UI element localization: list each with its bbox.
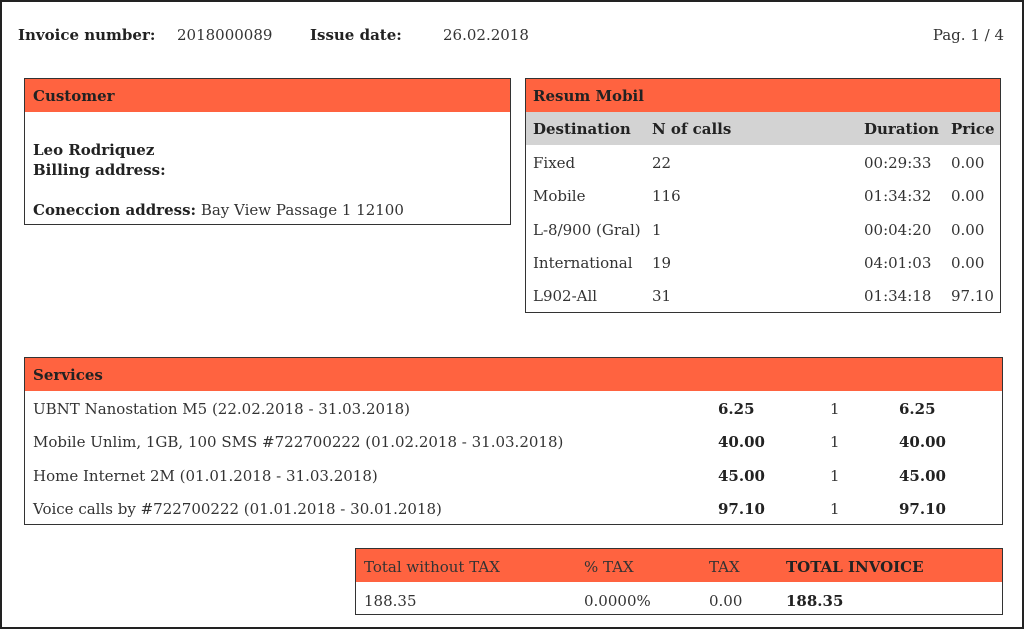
cell: 00:04:20: [864, 220, 932, 239]
column-header: TAX: [709, 558, 740, 576]
cell: 01:34:18: [864, 287, 932, 306]
column-header: TOTAL INVOICE: [786, 558, 924, 576]
cell: UBNT Nanostation M5 (22.02.2018 - 31.03.…: [33, 400, 411, 418]
cell: 1: [830, 466, 840, 485]
box-header: [526, 79, 1000, 112]
page-number: Pag. 1 / 4: [932, 26, 1004, 44]
column-header: Total without TAX: [364, 558, 500, 576]
cell: 188.35: [786, 592, 844, 610]
column-header: Destination: [533, 120, 631, 138]
cell: Mobile Unlim, 1GB, 100 SMS #722700222 (0…: [33, 433, 564, 452]
label: Issue date:: [310, 26, 402, 44]
cell: 97.10: [951, 287, 994, 306]
cell: 97.10: [718, 499, 765, 518]
cell: 40.00: [899, 433, 946, 452]
services-box: Services UBNT Nanostation M5 (22.02.2018…: [24, 357, 1003, 525]
customer-name: Leo Rodriquez: [33, 141, 155, 159]
cell: 0.0000%: [584, 592, 651, 610]
cell: L902-All: [533, 287, 598, 306]
address-line: Coneccion address: Bay View Passage 1 12…: [33, 201, 404, 219]
box-title: Customer: [33, 87, 115, 105]
column-header: N of calls: [652, 120, 732, 138]
cell: International: [533, 253, 633, 272]
box-header: [25, 358, 1002, 391]
cell: Voice calls by #722700222 (01.01.2018 - …: [33, 499, 442, 518]
box-header: [25, 79, 510, 112]
box-header: [356, 549, 1002, 582]
cell: 19: [652, 253, 672, 272]
column-header: Duration: [864, 120, 940, 138]
totals-box: Total without TAX % TAX TAX TOTAL INVOICE 18…: [355, 548, 1003, 615]
cell: 22: [652, 154, 672, 172]
cell: 0.00: [709, 592, 743, 610]
value: 26.02.2018: [443, 26, 529, 44]
cell: 1: [830, 400, 840, 418]
box-title: Resum Mobil: [533, 87, 644, 105]
cell: 1: [830, 499, 840, 518]
column-header: % TAX: [584, 558, 634, 576]
cell: 00:29:33: [864, 154, 932, 172]
cell: L-8/900 (Gral): [533, 220, 641, 239]
resum-box: Resum Mobil Destination N of calls Duratio…: [525, 78, 1001, 313]
cell: 6.25: [899, 400, 936, 418]
column-header: Price: [951, 120, 995, 138]
cell: 188.35: [364, 592, 417, 610]
box-title: Services: [33, 366, 103, 384]
cell: 01:34:32: [864, 187, 932, 206]
cell: 40.00: [718, 433, 765, 452]
cell: 0.00: [951, 187, 985, 206]
label: Invoice number:: [18, 26, 156, 44]
cell: 1: [830, 433, 840, 452]
label: Billing address:: [33, 161, 166, 179]
cell: 6.25: [718, 400, 755, 418]
value: Bay View Passage 1 12100: [200, 201, 404, 219]
value: 2018000089: [177, 26, 273, 44]
cell: 45.00: [718, 466, 765, 485]
cell: 0.00: [951, 253, 985, 272]
cell: 97.10: [899, 499, 946, 518]
cell: 116: [652, 187, 681, 206]
cell: Mobile: [533, 187, 586, 206]
cell: 04:01:03: [864, 253, 932, 272]
cell: 0.00: [951, 220, 985, 239]
cell: 45.00: [899, 466, 946, 485]
column-header-band: [526, 112, 1000, 145]
cell: 1: [652, 220, 662, 239]
cell: Home Internet 2M (01.01.2018 - 31.03.201…: [33, 466, 378, 485]
cell: Fixed: [533, 154, 576, 172]
cell: 0.00: [951, 154, 985, 172]
cell: 31: [652, 287, 672, 306]
customer-box: Customer Leo Rodriquez Billing address: …: [24, 78, 511, 225]
label: Coneccion address:: [33, 201, 197, 219]
